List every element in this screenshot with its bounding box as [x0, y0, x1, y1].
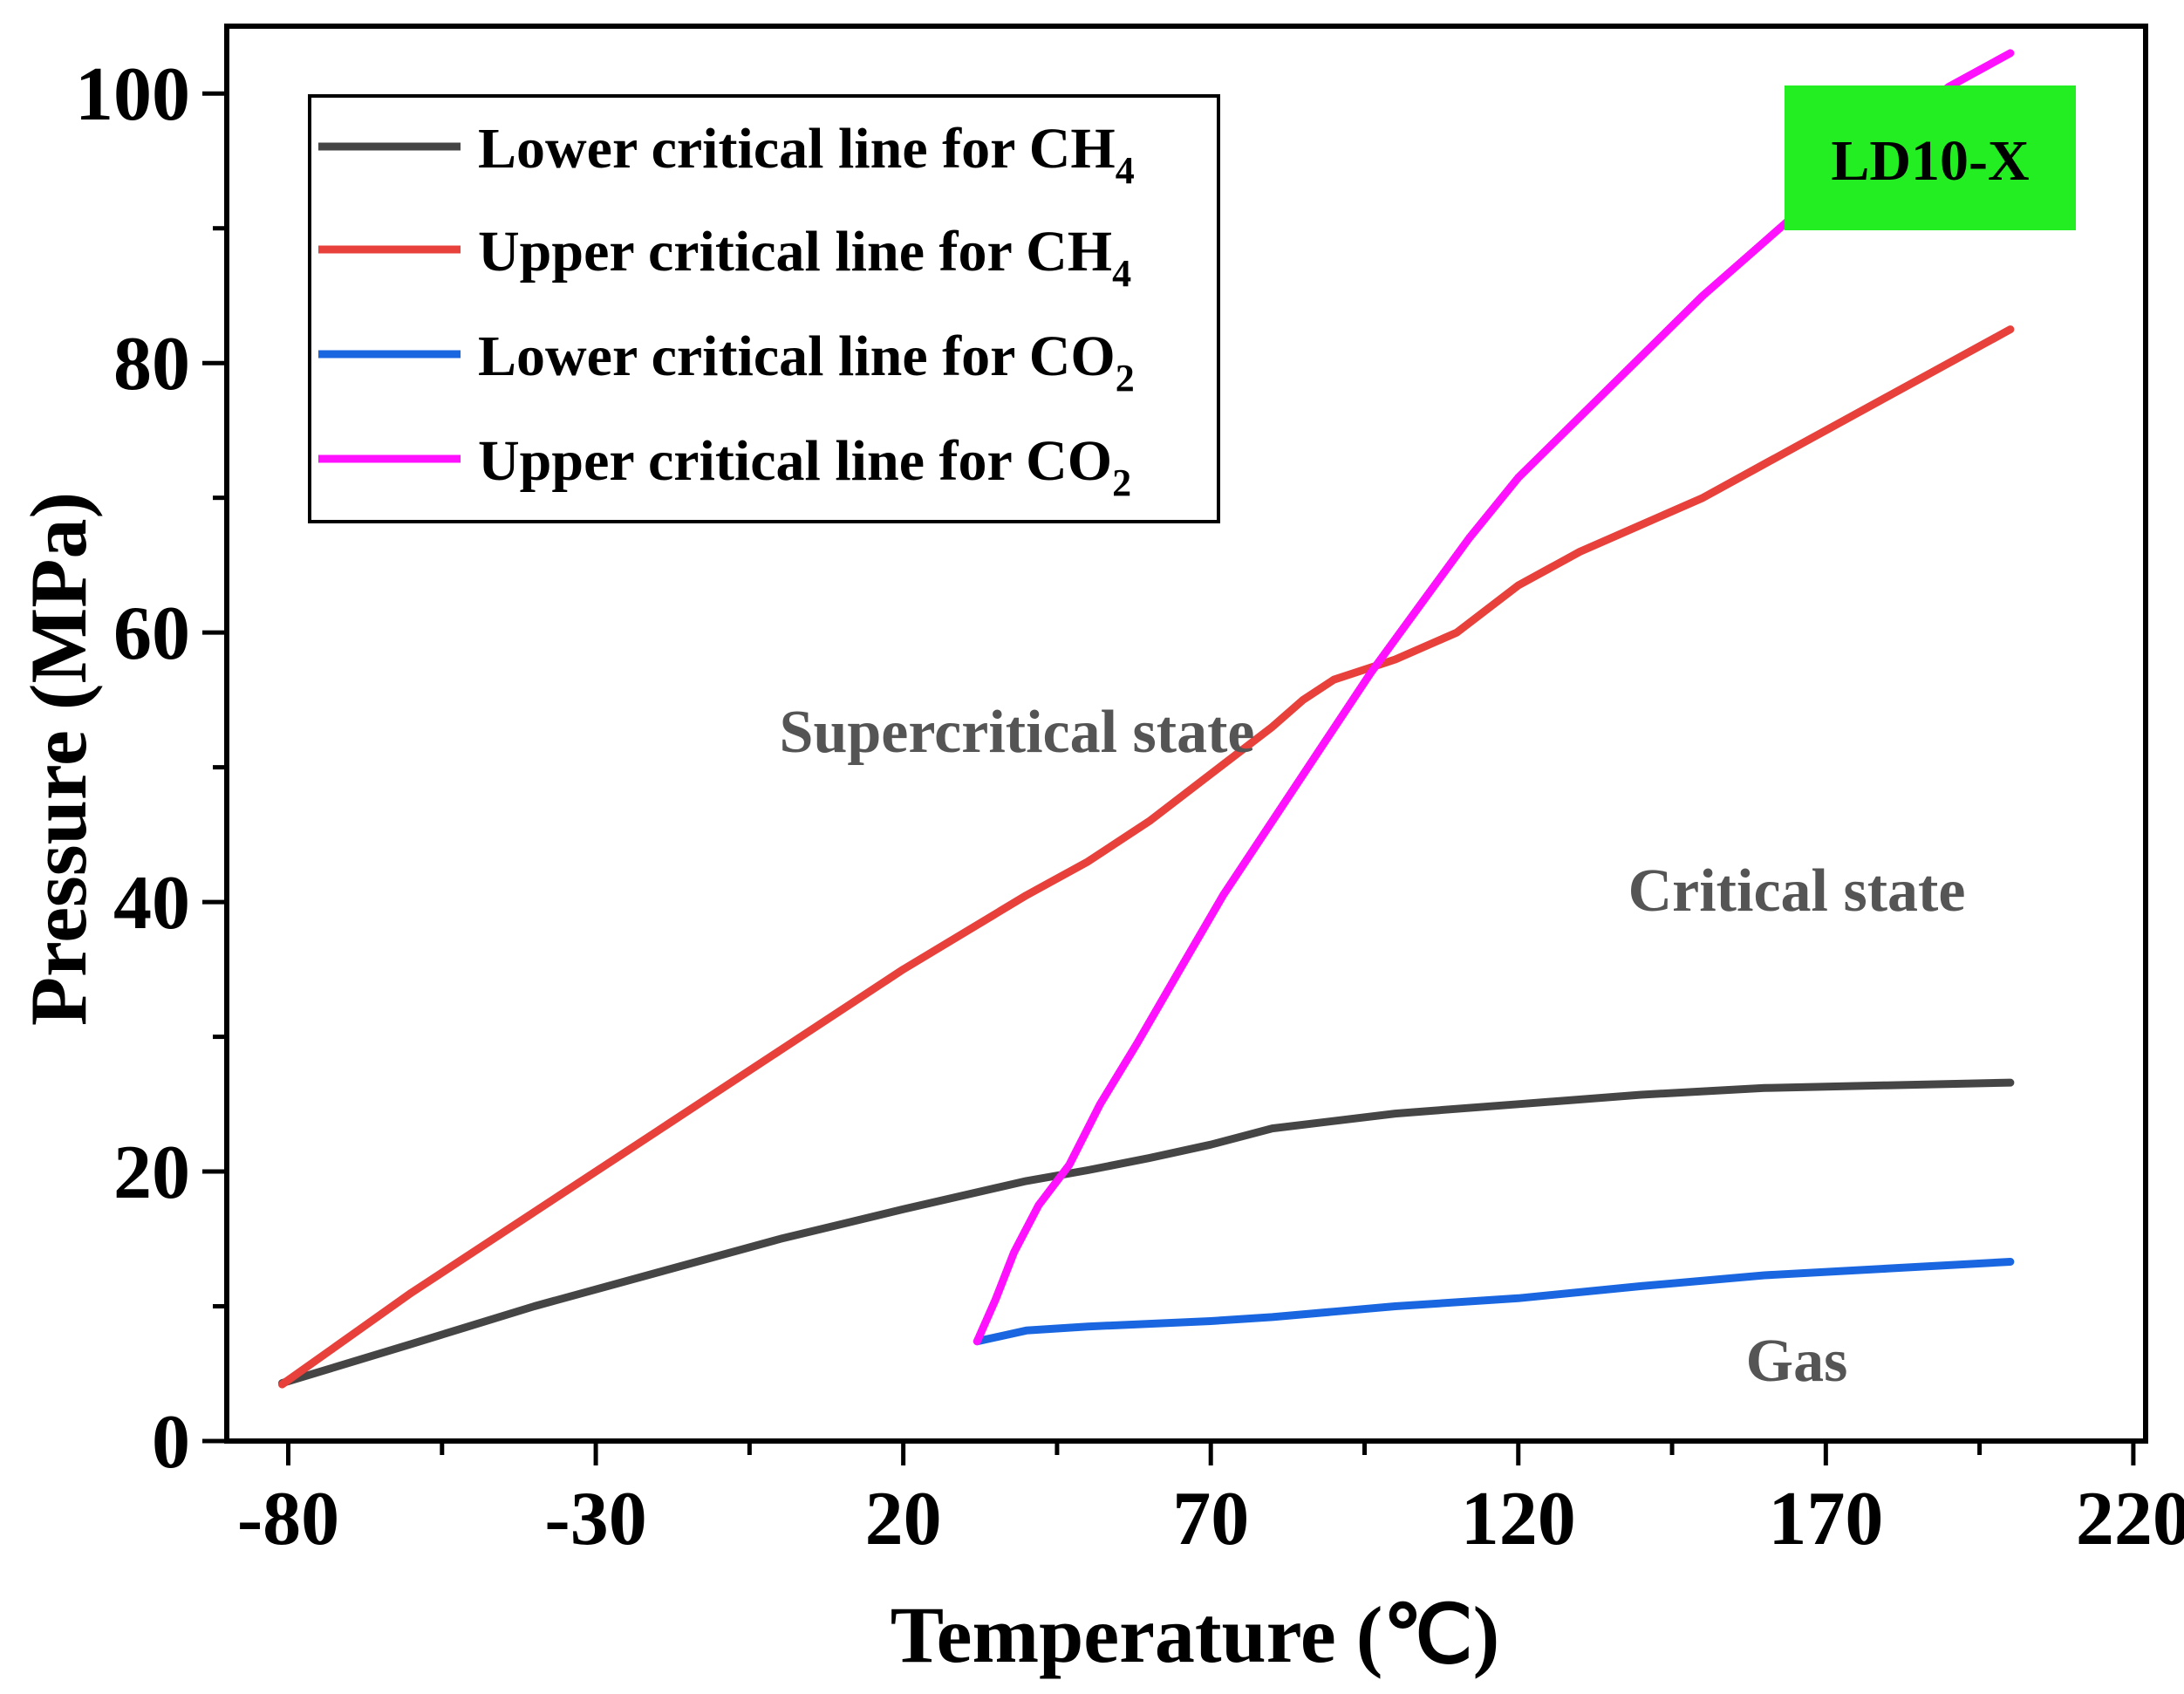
y-tick-label: 0 — [152, 1400, 190, 1485]
y-tick-label: 20 — [113, 1130, 190, 1215]
badge-text: LD10-X — [1831, 129, 2029, 193]
legend-box — [308, 94, 1220, 523]
x-axis-title: Temperature (℃) — [891, 1590, 1500, 1679]
y-tick-label: 100 — [75, 52, 190, 137]
x-tick-label: 70 — [1172, 1477, 1249, 1561]
legend-label-ch4-lower: Lower critical line for CH4 — [478, 117, 1135, 192]
series-line-upper-critical-line-for-ch4 — [278, 325, 2015, 1389]
ticks-layer: -80 -30 20 70 120 170 220 0 20 40 60 80 100 — [75, 52, 2184, 1561]
legend-label-co2-upper: Upper critical line for CO2 — [478, 429, 1131, 504]
legend-label-co2-lower: Lower critical line for CO2 — [478, 324, 1135, 400]
x-tick-label: -30 — [544, 1477, 646, 1561]
x-tick-label: 170 — [1768, 1477, 1883, 1561]
region-label-gas: Gas — [1746, 1328, 1848, 1395]
series-line-lower-critical-line-for-ch4 — [278, 1078, 2015, 1388]
badge-box — [1785, 85, 2076, 230]
y-tick-label: 40 — [113, 861, 190, 946]
x-tick-label: 220 — [2076, 1477, 2184, 1561]
series-layer — [278, 49, 2015, 1389]
x-tick-label: 120 — [1461, 1477, 1576, 1561]
y-axis-title: Pressure (MPa) — [14, 492, 103, 1026]
plot-frame — [224, 24, 2148, 1444]
region-label-supercritical: Supercritical state — [780, 699, 1255, 766]
y-tick-label: 60 — [113, 591, 190, 676]
x-tick-label: -80 — [237, 1477, 339, 1561]
y-tick-label: 80 — [113, 322, 190, 406]
x-tick-label: 20 — [865, 1477, 942, 1561]
series-line-lower-critical-line-for-co2 — [973, 1258, 2015, 1346]
legend-label-ch4-upper: Upper critical line for CH4 — [478, 220, 1131, 295]
region-label-critical: Critical state — [1628, 857, 1966, 925]
